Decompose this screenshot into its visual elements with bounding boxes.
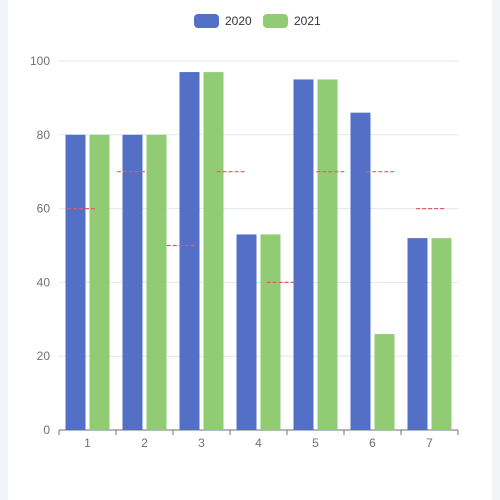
legend-swatch-2020 [194, 14, 219, 28]
y-tick-label-80: 80 [37, 128, 51, 142]
bar-2020-2 [122, 134, 143, 431]
bar-2021-6 [374, 334, 395, 430]
bar-2020-6 [350, 112, 371, 430]
x-tick-label-5: 5 [312, 436, 319, 450]
bar-2021-7 [431, 238, 452, 430]
chart-panel: 2020 2021 0 20 40 60 80 100 1 2 3 4 5 6 7 [8, 0, 492, 500]
bar-2021-2 [146, 134, 167, 431]
x-tick-label-1: 1 [84, 436, 91, 450]
y-tick-label-40: 40 [37, 275, 51, 289]
bar-2020-5 [293, 79, 314, 430]
x-tick-label-6: 6 [369, 436, 376, 450]
bar-2020-3 [179, 72, 200, 430]
bar-2021-1 [89, 134, 110, 431]
legend-item-2020[interactable]: 2020 [194, 12, 252, 30]
x-tick-label-3: 3 [198, 436, 205, 450]
legend-label-2020: 2020 [225, 14, 252, 28]
bar-chart: 0 20 40 60 80 100 1 2 3 4 5 6 7 [30, 54, 459, 450]
y-tick-label-20: 20 [37, 349, 51, 363]
bar-2021-4 [260, 234, 281, 430]
bar-2020-1 [65, 134, 86, 431]
y-tick-label-0: 0 [43, 423, 50, 437]
bar-2021-3 [203, 72, 224, 430]
bar-2020-4 [236, 234, 257, 430]
legend-label-2021: 2021 [294, 14, 321, 28]
x-tick-label-2: 2 [141, 436, 148, 450]
bar-2020-7 [407, 238, 428, 430]
y-tick-label-100: 100 [30, 54, 50, 68]
x-tick-label-4: 4 [255, 436, 262, 450]
y-tick-label-60: 60 [37, 202, 51, 216]
bar-2021-5 [317, 79, 338, 430]
legend-swatch-2021 [263, 14, 288, 28]
x-tick-label-7: 7 [426, 436, 433, 450]
legend-item-2021[interactable]: 2021 [263, 12, 321, 30]
